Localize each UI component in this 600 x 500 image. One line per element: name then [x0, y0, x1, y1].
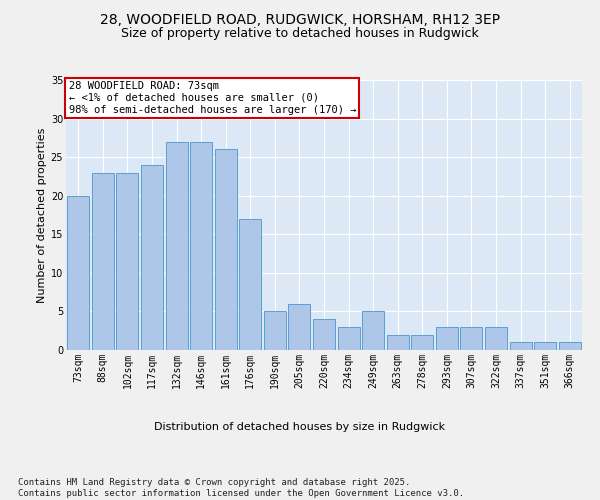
Bar [411, 334, 433, 350]
Bar [289, 304, 310, 350]
Bar [338, 327, 359, 350]
Bar [67, 196, 89, 350]
Text: Contains HM Land Registry data © Crown copyright and database right 2025.
Contai: Contains HM Land Registry data © Crown c… [18, 478, 464, 498]
Y-axis label: Number of detached properties: Number of detached properties [37, 128, 47, 302]
Bar [166, 142, 188, 350]
Bar [534, 342, 556, 350]
Bar [509, 342, 532, 350]
Bar [559, 342, 581, 350]
Bar [190, 142, 212, 350]
Text: Distribution of detached houses by size in Rudgwick: Distribution of detached houses by size … [154, 422, 446, 432]
Bar [264, 312, 286, 350]
Bar [92, 172, 114, 350]
Text: 28 WOODFIELD ROAD: 73sqm
← <1% of detached houses are smaller (0)
98% of semi-de: 28 WOODFIELD ROAD: 73sqm ← <1% of detach… [68, 82, 356, 114]
Bar [362, 312, 384, 350]
Bar [116, 172, 139, 350]
Bar [485, 327, 507, 350]
Bar [141, 165, 163, 350]
Bar [239, 219, 262, 350]
Bar [313, 319, 335, 350]
Text: 28, WOODFIELD ROAD, RUDGWICK, HORSHAM, RH12 3EP: 28, WOODFIELD ROAD, RUDGWICK, HORSHAM, R… [100, 12, 500, 26]
Bar [215, 150, 237, 350]
Bar [436, 327, 458, 350]
Bar [460, 327, 482, 350]
Bar [386, 334, 409, 350]
Text: Size of property relative to detached houses in Rudgwick: Size of property relative to detached ho… [121, 28, 479, 40]
